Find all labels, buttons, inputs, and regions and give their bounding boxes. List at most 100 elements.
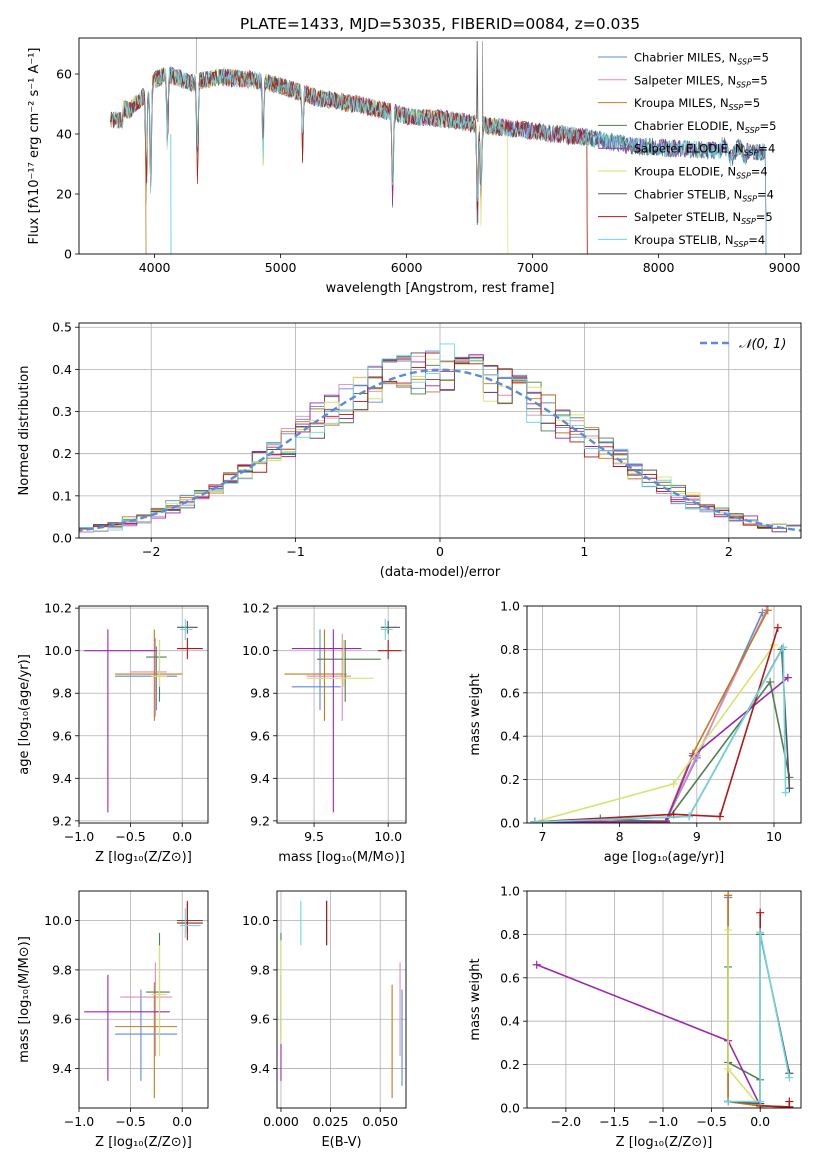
- y-axis-label: age [log₁₀(age/yr)]: [17, 654, 32, 775]
- y-tick-label: 9.6: [52, 1012, 72, 1027]
- panel-age-vs-Z: −1.0 −0.5 0.0 9.2 9.4 9.6 9.8 10.0 10.2 Z [log₁₀(…: [17, 601, 209, 865]
- errorbar-point: [180, 618, 193, 641]
- y-tick-label: 9.4: [52, 771, 72, 786]
- weight-line: [534, 676, 789, 823]
- errorbar-point: [115, 989, 178, 1081]
- x-tick-label: 0.0: [172, 1114, 192, 1129]
- x-tick-label: 0.000: [263, 1114, 299, 1129]
- x-axis-label: Z [log₁₀(Z/Z⊙)]: [95, 850, 192, 865]
- y-tick-label: 9.6: [250, 1012, 270, 1027]
- weight-line: [728, 932, 791, 1103]
- y-tick-label: 10.0: [44, 913, 72, 928]
- axes-frame: [78, 890, 209, 1109]
- y-tick-label: 20: [56, 187, 72, 202]
- y-tick-label: 9.8: [250, 686, 270, 701]
- y-tick-label: 0.0: [500, 816, 520, 831]
- plot-area: [530, 606, 794, 823]
- errorbar-point: [130, 637, 167, 717]
- weight-line: [727, 895, 790, 1108]
- errorbar-point: [177, 620, 198, 634]
- errorbar-point: [177, 903, 203, 933]
- x-tick-label: 1: [580, 544, 588, 559]
- legend-label: 𝒩(0, 1): [739, 337, 786, 352]
- errorbar-point: [306, 640, 374, 687]
- weight-series: [724, 928, 794, 1106]
- spectrum-line: [110, 67, 767, 254]
- weight-series: [724, 962, 765, 1108]
- gridlines: [78, 606, 208, 823]
- panel-residuals: −2 −1 0 1 2 0.0 0.1 0.2 0.3 0.4 0.5 (data-model)/er…: [17, 320, 802, 580]
- panel-mass-vs-Z: −1.0 −0.5 0.0 9.4 9.6 9.8 10.0 Z [log₁₀(Z/Z⊙)] m…: [17, 890, 209, 1150]
- weight-marker: [781, 788, 790, 797]
- errorbar-point: [284, 629, 347, 721]
- plot-area: [84, 900, 203, 1099]
- y-tick-label: 9.2: [52, 813, 72, 828]
- y-tick-label: 9.4: [250, 1061, 270, 1076]
- weight-line: [727, 897, 790, 1108]
- weight-line: [727, 895, 790, 1108]
- y-tick-label: 0.0: [52, 531, 72, 546]
- errorbar-point: [84, 629, 157, 813]
- plot-area: [79, 343, 801, 536]
- legend-label: Chabrier STELIB, NSSP=4: [634, 187, 774, 203]
- histogram-step: [79, 343, 801, 532]
- errorbar-point: [306, 633, 352, 721]
- weight-marker: [669, 779, 678, 788]
- x-axis-label: wavelength [Angstrom, rest frame]: [326, 281, 555, 296]
- y-tick-label: 10.0: [44, 643, 72, 658]
- weight-series: [724, 891, 794, 1108]
- errorbar-point: [177, 637, 203, 660]
- y-tick-label: 9.2: [250, 813, 270, 828]
- y-tick-label: 9.8: [52, 962, 72, 977]
- legend-label: Kroupa ELODIE, NSSP=4: [634, 165, 768, 181]
- y-tick-label: 9.6: [250, 728, 270, 743]
- errorbar-point: [180, 908, 201, 938]
- errorbar-point: [380, 618, 393, 641]
- y-tick-label: 0.4: [500, 729, 520, 744]
- weight-series: [532, 960, 765, 1108]
- weight-series: [530, 608, 767, 823]
- x-tick-label: 10: [766, 829, 782, 844]
- weight-line: [534, 627, 779, 823]
- x-tick-label: 8: [616, 829, 624, 844]
- weight-line: [534, 644, 787, 823]
- errorbar-point: [151, 945, 167, 1057]
- x-tick-label: 7: [538, 829, 546, 844]
- panel-mass-vs-ebv: 0.000 0.025 0.050 9.4 9.6 9.8 10.0 E(B-V): [242, 890, 407, 1150]
- spectrum-line: [110, 66, 767, 254]
- weight-marker: [785, 1073, 794, 1082]
- weight-series: [724, 926, 765, 1108]
- y-tick-label: 10.2: [242, 601, 270, 616]
- y-axis-label: Flux [fλ10⁻¹⁷ erg cm⁻² s⁻¹ A⁻¹]: [27, 48, 42, 245]
- x-axis-label: (data-model)/error: [380, 565, 501, 580]
- errorbar-point: [291, 629, 362, 813]
- weight-series: [530, 606, 771, 823]
- axes-frame: [78, 37, 802, 255]
- x-tick-label: 9.5: [304, 829, 324, 844]
- y-axis-label: mass [log₁₀(M/M⊙)]: [17, 936, 32, 1063]
- spectrum-legend: Chabrier MILES, NSSP=5 Salpeter MILES, NS…: [598, 51, 776, 249]
- y-tick-label: 0.0: [500, 1101, 520, 1116]
- legend-label: Salpeter STELIB, NSSP=5: [634, 210, 773, 226]
- emission-line: [476, 40, 479, 123]
- weight-marker: [685, 812, 694, 821]
- y-tick-label: 10.0: [242, 913, 270, 928]
- x-tick-label: 10.0: [374, 829, 402, 844]
- weight-series: [530, 673, 792, 823]
- x-tick-label: 0: [436, 544, 444, 559]
- x-axis-label: Z [log₁₀(Z/Z⊙)]: [95, 1135, 192, 1150]
- x-tick-label: 2: [725, 544, 733, 559]
- axes: −2.0 −1.5 −1.0 −0.5 0.0 0.0 0.2 0.4 0.6 0.8 1.0 Z […: [468, 884, 802, 1150]
- x-tick-label: −0.5: [115, 1114, 145, 1129]
- axes: −1.0 −0.5 0.0 9.4 9.6 9.8 10.0 Z [log₁₀(Z/Z⊙)] m…: [17, 890, 209, 1150]
- x-tick-label: −2.0: [551, 1114, 581, 1129]
- axes-frame: [526, 605, 802, 824]
- x-tick-label: −2: [142, 544, 160, 559]
- weight-marker: [785, 784, 794, 793]
- errorbar-point: [317, 640, 381, 702]
- errorbar-point: [377, 640, 402, 660]
- weight-marker: [530, 817, 539, 823]
- x-axis-label: mass [log₁₀(M/M⊙)]: [278, 850, 405, 865]
- y-tick-label: 0.2: [500, 1057, 520, 1072]
- x-axis-label: age [log₁₀(age/yr)]: [604, 850, 725, 865]
